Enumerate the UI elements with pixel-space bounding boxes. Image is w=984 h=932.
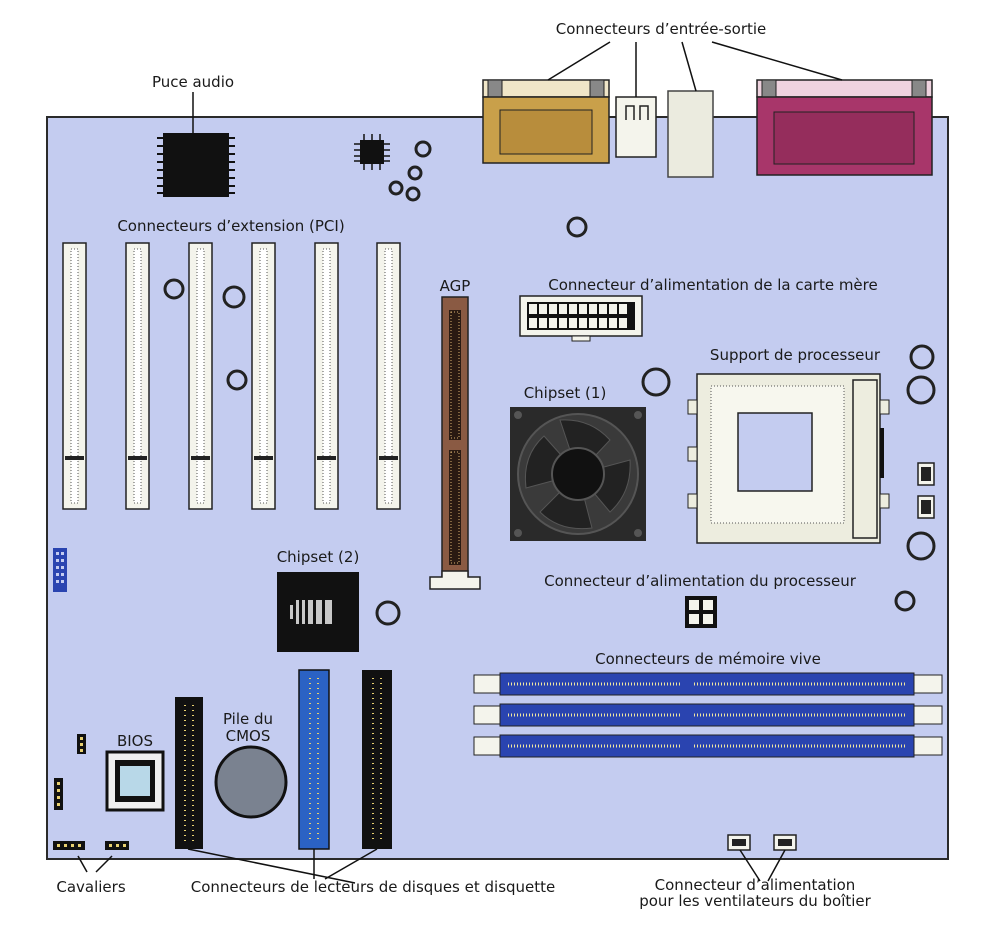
ram-slots [473, 672, 943, 758]
serial-port-connector [482, 79, 610, 164]
usb-port-connector [615, 96, 657, 158]
audio-chip [157, 133, 235, 197]
jumper-blocks [53, 734, 129, 850]
chipset-2-label: Chipset (2) [277, 548, 360, 566]
chipset-1-label: Chipset (1) [524, 384, 607, 402]
floppy-connector [175, 697, 203, 849]
agp-slot [429, 296, 481, 590]
cmos-battery [214, 745, 288, 819]
cpu-power-label: Connecteur d’alimentation du processeur [544, 572, 857, 590]
mb-power-label: Connecteur d’alimentation de la carte mè… [548, 276, 877, 294]
ram-slot [473, 672, 943, 696]
cpu-socket-label: Support de processeur [710, 346, 881, 364]
pci-slots [62, 242, 401, 510]
pci-slot [188, 242, 213, 510]
cmos-battery-label-line2: CMOS [226, 727, 271, 745]
ram-slots-label: Connecteurs de mémoire vive [595, 650, 821, 668]
parallel-port-connector [756, 79, 933, 176]
pci-slot [376, 242, 401, 510]
pci-slot [314, 242, 339, 510]
mounting-holes [163, 140, 936, 626]
pci-slot [62, 242, 87, 510]
io-connectors-label: Connecteurs d’entrée-sortie [556, 20, 767, 38]
chipset-2 [277, 572, 359, 652]
network-port-connector [667, 90, 714, 178]
ide-secondary-connector [362, 670, 392, 849]
drive-connectors-label: Connecteurs de lecteurs de disques et di… [191, 878, 556, 896]
pci-slot [125, 242, 150, 510]
ram-slot [473, 734, 943, 758]
pci-slot [251, 242, 276, 510]
motherboard-power-connector [519, 295, 643, 342]
fan-power-label-line2: pour les ventilateurs du boîtier [639, 892, 871, 910]
leader-lines [77, 41, 843, 884]
pci-slots-label: Connecteurs d’extension (PCI) [117, 217, 344, 235]
agp-label: AGP [440, 277, 471, 295]
audio-chip-label: Puce audio [152, 73, 234, 91]
cpu-socket [687, 373, 890, 544]
bios-chip [105, 750, 165, 812]
bios-label: BIOS [117, 732, 153, 750]
ide-primary-connector [298, 669, 330, 850]
jumpers-label: Cavaliers [56, 878, 125, 896]
fan-power-label-line1: Connecteur d’alimentation [655, 876, 856, 894]
chipset-1-fan [510, 407, 646, 541]
front-panel-header [53, 548, 67, 592]
fan-header-cpu [917, 462, 935, 519]
ram-slot [473, 703, 943, 727]
cmos-battery-label-line1: Pile du [223, 710, 273, 728]
cpu-power-connector [685, 596, 717, 628]
small-controller-chip [354, 134, 390, 170]
